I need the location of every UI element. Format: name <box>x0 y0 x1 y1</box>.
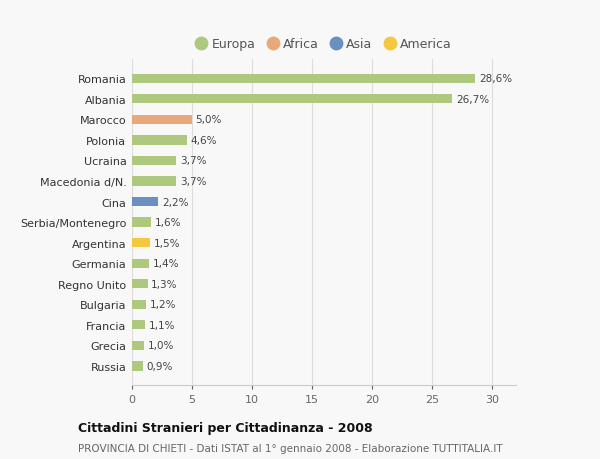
Bar <box>132 177 176 186</box>
Text: 3,7%: 3,7% <box>180 177 206 187</box>
Bar <box>132 362 143 371</box>
Text: Cittadini Stranieri per Cittadinanza - 2008: Cittadini Stranieri per Cittadinanza - 2… <box>78 421 373 434</box>
Bar <box>132 116 192 125</box>
Bar <box>132 136 187 145</box>
Text: 5,0%: 5,0% <box>196 115 222 125</box>
Text: 1,6%: 1,6% <box>155 218 181 228</box>
Text: 3,7%: 3,7% <box>180 156 206 166</box>
Text: 26,7%: 26,7% <box>456 95 489 105</box>
Bar <box>132 95 452 104</box>
Bar <box>132 259 149 268</box>
Bar <box>132 239 150 248</box>
Text: 1,3%: 1,3% <box>151 279 178 289</box>
Bar <box>132 280 148 289</box>
Bar <box>132 300 146 309</box>
Bar <box>132 218 151 227</box>
Text: 1,5%: 1,5% <box>154 238 180 248</box>
Text: 0,9%: 0,9% <box>146 361 173 371</box>
Text: 1,1%: 1,1% <box>149 320 175 330</box>
Text: PROVINCIA DI CHIETI - Dati ISTAT al 1° gennaio 2008 - Elaborazione TUTTITALIA.IT: PROVINCIA DI CHIETI - Dati ISTAT al 1° g… <box>78 443 503 453</box>
Bar <box>132 74 475 84</box>
Bar <box>132 157 176 166</box>
Text: 4,6%: 4,6% <box>191 135 217 146</box>
Text: 1,0%: 1,0% <box>148 341 174 351</box>
Text: 28,6%: 28,6% <box>479 74 512 84</box>
Bar <box>132 341 144 350</box>
Bar <box>132 197 158 207</box>
Text: 1,4%: 1,4% <box>152 258 179 269</box>
Text: 1,2%: 1,2% <box>150 300 176 310</box>
Bar <box>132 320 145 330</box>
Legend: Europa, Africa, Asia, America: Europa, Africa, Asia, America <box>191 34 457 56</box>
Text: 2,2%: 2,2% <box>162 197 188 207</box>
